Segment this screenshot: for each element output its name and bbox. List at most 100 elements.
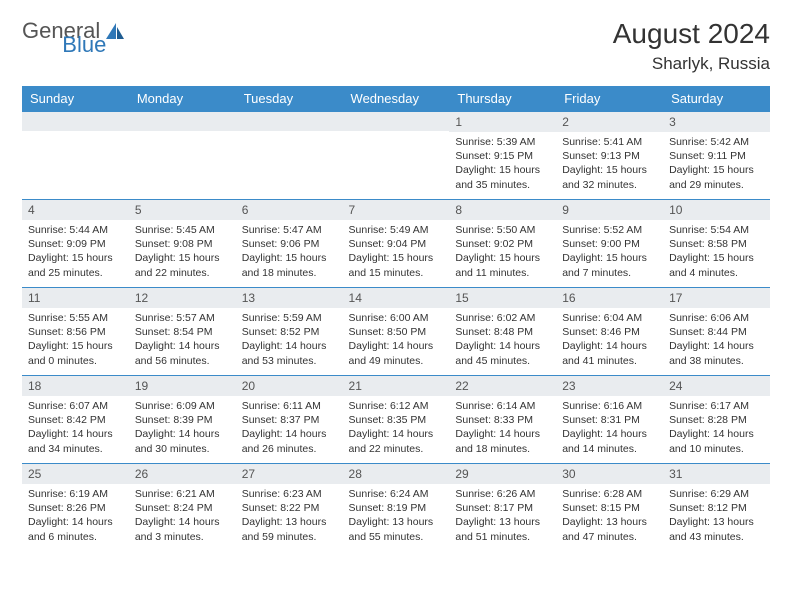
calendar-day-cell: 18Sunrise: 6:07 AMSunset: 8:42 PMDayligh… xyxy=(22,376,129,464)
calendar-week-row: 18Sunrise: 6:07 AMSunset: 8:42 PMDayligh… xyxy=(22,376,770,464)
header: General Blue August 2024 Sharlyk, Russia xyxy=(22,18,770,74)
day-data: Sunrise: 5:42 AMSunset: 9:11 PMDaylight:… xyxy=(663,132,770,198)
day-number: 8 xyxy=(449,200,556,220)
day-data: Sunrise: 5:57 AMSunset: 8:54 PMDaylight:… xyxy=(129,308,236,374)
calendar-day-cell: 10Sunrise: 5:54 AMSunset: 8:58 PMDayligh… xyxy=(663,200,770,288)
calendar-day-cell: 24Sunrise: 6:17 AMSunset: 8:28 PMDayligh… xyxy=(663,376,770,464)
day-number: 20 xyxy=(236,376,343,396)
calendar-day-cell: 31Sunrise: 6:29 AMSunset: 8:12 PMDayligh… xyxy=(663,464,770,552)
day-data: Sunrise: 6:12 AMSunset: 8:35 PMDaylight:… xyxy=(343,396,450,462)
day-data: Sunrise: 5:50 AMSunset: 9:02 PMDaylight:… xyxy=(449,220,556,286)
day-data: Sunrise: 6:14 AMSunset: 8:33 PMDaylight:… xyxy=(449,396,556,462)
day-data: Sunrise: 5:41 AMSunset: 9:13 PMDaylight:… xyxy=(556,132,663,198)
day-data: Sunrise: 6:24 AMSunset: 8:19 PMDaylight:… xyxy=(343,484,450,550)
calendar-week-row: 1Sunrise: 5:39 AMSunset: 9:15 PMDaylight… xyxy=(22,112,770,200)
day-data: Sunrise: 6:17 AMSunset: 8:28 PMDaylight:… xyxy=(663,396,770,462)
day-data: Sunrise: 5:44 AMSunset: 9:09 PMDaylight:… xyxy=(22,220,129,286)
day-number: 21 xyxy=(343,376,450,396)
day-data: Sunrise: 5:54 AMSunset: 8:58 PMDaylight:… xyxy=(663,220,770,286)
day-data: Sunrise: 6:29 AMSunset: 8:12 PMDaylight:… xyxy=(663,484,770,550)
day-data: Sunrise: 6:09 AMSunset: 8:39 PMDaylight:… xyxy=(129,396,236,462)
day-number: 30 xyxy=(556,464,663,484)
day-number: 7 xyxy=(343,200,450,220)
day-data: Sunrise: 6:28 AMSunset: 8:15 PMDaylight:… xyxy=(556,484,663,550)
day-number: 28 xyxy=(343,464,450,484)
day-number: 13 xyxy=(236,288,343,308)
day-data: Sunrise: 6:02 AMSunset: 8:48 PMDaylight:… xyxy=(449,308,556,374)
weekday-header: Monday xyxy=(129,86,236,112)
day-data: Sunrise: 6:16 AMSunset: 8:31 PMDaylight:… xyxy=(556,396,663,462)
calendar-day-cell xyxy=(343,112,450,200)
weekday-header: Thursday xyxy=(449,86,556,112)
calendar-day-cell xyxy=(129,112,236,200)
calendar-day-cell: 21Sunrise: 6:12 AMSunset: 8:35 PMDayligh… xyxy=(343,376,450,464)
day-data: Sunrise: 6:21 AMSunset: 8:24 PMDaylight:… xyxy=(129,484,236,550)
day-data: Sunrise: 6:06 AMSunset: 8:44 PMDaylight:… xyxy=(663,308,770,374)
day-number: 17 xyxy=(663,288,770,308)
day-data: Sunrise: 5:47 AMSunset: 9:06 PMDaylight:… xyxy=(236,220,343,286)
calendar-day-cell: 11Sunrise: 5:55 AMSunset: 8:56 PMDayligh… xyxy=(22,288,129,376)
day-number: 27 xyxy=(236,464,343,484)
day-data: Sunrise: 6:00 AMSunset: 8:50 PMDaylight:… xyxy=(343,308,450,374)
calendar-day-cell: 12Sunrise: 5:57 AMSunset: 8:54 PMDayligh… xyxy=(129,288,236,376)
calendar-day-cell: 15Sunrise: 6:02 AMSunset: 8:48 PMDayligh… xyxy=(449,288,556,376)
day-number: 18 xyxy=(22,376,129,396)
day-data: Sunrise: 5:52 AMSunset: 9:00 PMDaylight:… xyxy=(556,220,663,286)
day-number: 3 xyxy=(663,112,770,132)
day-number: 25 xyxy=(22,464,129,484)
weekday-header: Friday xyxy=(556,86,663,112)
month-title: August 2024 xyxy=(613,18,770,50)
day-number: 19 xyxy=(129,376,236,396)
calendar-day-cell: 27Sunrise: 6:23 AMSunset: 8:22 PMDayligh… xyxy=(236,464,343,552)
calendar-day-cell: 1Sunrise: 5:39 AMSunset: 9:15 PMDaylight… xyxy=(449,112,556,200)
weekday-header: Tuesday xyxy=(236,86,343,112)
calendar-day-cell: 19Sunrise: 6:09 AMSunset: 8:39 PMDayligh… xyxy=(129,376,236,464)
logo: General Blue xyxy=(22,18,174,44)
day-number: 29 xyxy=(449,464,556,484)
day-number: 31 xyxy=(663,464,770,484)
day-data: Sunrise: 5:39 AMSunset: 9:15 PMDaylight:… xyxy=(449,132,556,198)
weekday-header: Saturday xyxy=(663,86,770,112)
calendar-day-cell: 4Sunrise: 5:44 AMSunset: 9:09 PMDaylight… xyxy=(22,200,129,288)
weekday-header: Sunday xyxy=(22,86,129,112)
day-number: 5 xyxy=(129,200,236,220)
calendar-day-cell: 6Sunrise: 5:47 AMSunset: 9:06 PMDaylight… xyxy=(236,200,343,288)
day-number: 11 xyxy=(22,288,129,308)
day-number: 16 xyxy=(556,288,663,308)
calendar-week-row: 11Sunrise: 5:55 AMSunset: 8:56 PMDayligh… xyxy=(22,288,770,376)
day-number: 4 xyxy=(22,200,129,220)
day-number: 10 xyxy=(663,200,770,220)
day-number: 6 xyxy=(236,200,343,220)
calendar-day-cell: 23Sunrise: 6:16 AMSunset: 8:31 PMDayligh… xyxy=(556,376,663,464)
calendar-header-row: SundayMondayTuesdayWednesdayThursdayFrid… xyxy=(22,86,770,112)
calendar-day-cell: 29Sunrise: 6:26 AMSunset: 8:17 PMDayligh… xyxy=(449,464,556,552)
calendar-week-row: 4Sunrise: 5:44 AMSunset: 9:09 PMDaylight… xyxy=(22,200,770,288)
day-number: 14 xyxy=(343,288,450,308)
calendar-day-cell: 14Sunrise: 6:00 AMSunset: 8:50 PMDayligh… xyxy=(343,288,450,376)
day-data: Sunrise: 6:23 AMSunset: 8:22 PMDaylight:… xyxy=(236,484,343,550)
day-data: Sunrise: 6:26 AMSunset: 8:17 PMDaylight:… xyxy=(449,484,556,550)
calendar-day-cell: 7Sunrise: 5:49 AMSunset: 9:04 PMDaylight… xyxy=(343,200,450,288)
calendar-day-cell: 16Sunrise: 6:04 AMSunset: 8:46 PMDayligh… xyxy=(556,288,663,376)
calendar-day-cell: 13Sunrise: 5:59 AMSunset: 8:52 PMDayligh… xyxy=(236,288,343,376)
day-number: 22 xyxy=(449,376,556,396)
day-number: 26 xyxy=(129,464,236,484)
day-number: 9 xyxy=(556,200,663,220)
calendar-day-cell: 30Sunrise: 6:28 AMSunset: 8:15 PMDayligh… xyxy=(556,464,663,552)
calendar-day-cell: 8Sunrise: 5:50 AMSunset: 9:02 PMDaylight… xyxy=(449,200,556,288)
calendar-day-cell: 9Sunrise: 5:52 AMSunset: 9:00 PMDaylight… xyxy=(556,200,663,288)
weekday-header: Wednesday xyxy=(343,86,450,112)
day-number: 23 xyxy=(556,376,663,396)
location: Sharlyk, Russia xyxy=(613,54,770,74)
calendar-body: 1Sunrise: 5:39 AMSunset: 9:15 PMDaylight… xyxy=(22,112,770,552)
calendar-day-cell: 28Sunrise: 6:24 AMSunset: 8:19 PMDayligh… xyxy=(343,464,450,552)
calendar-day-cell: 25Sunrise: 6:19 AMSunset: 8:26 PMDayligh… xyxy=(22,464,129,552)
day-number: 15 xyxy=(449,288,556,308)
day-data: Sunrise: 5:49 AMSunset: 9:04 PMDaylight:… xyxy=(343,220,450,286)
day-number: 24 xyxy=(663,376,770,396)
calendar-day-cell: 22Sunrise: 6:14 AMSunset: 8:33 PMDayligh… xyxy=(449,376,556,464)
calendar-table: SundayMondayTuesdayWednesdayThursdayFrid… xyxy=(22,86,770,552)
calendar-day-cell: 3Sunrise: 5:42 AMSunset: 9:11 PMDaylight… xyxy=(663,112,770,200)
calendar-day-cell xyxy=(236,112,343,200)
calendar-day-cell: 5Sunrise: 5:45 AMSunset: 9:08 PMDaylight… xyxy=(129,200,236,288)
